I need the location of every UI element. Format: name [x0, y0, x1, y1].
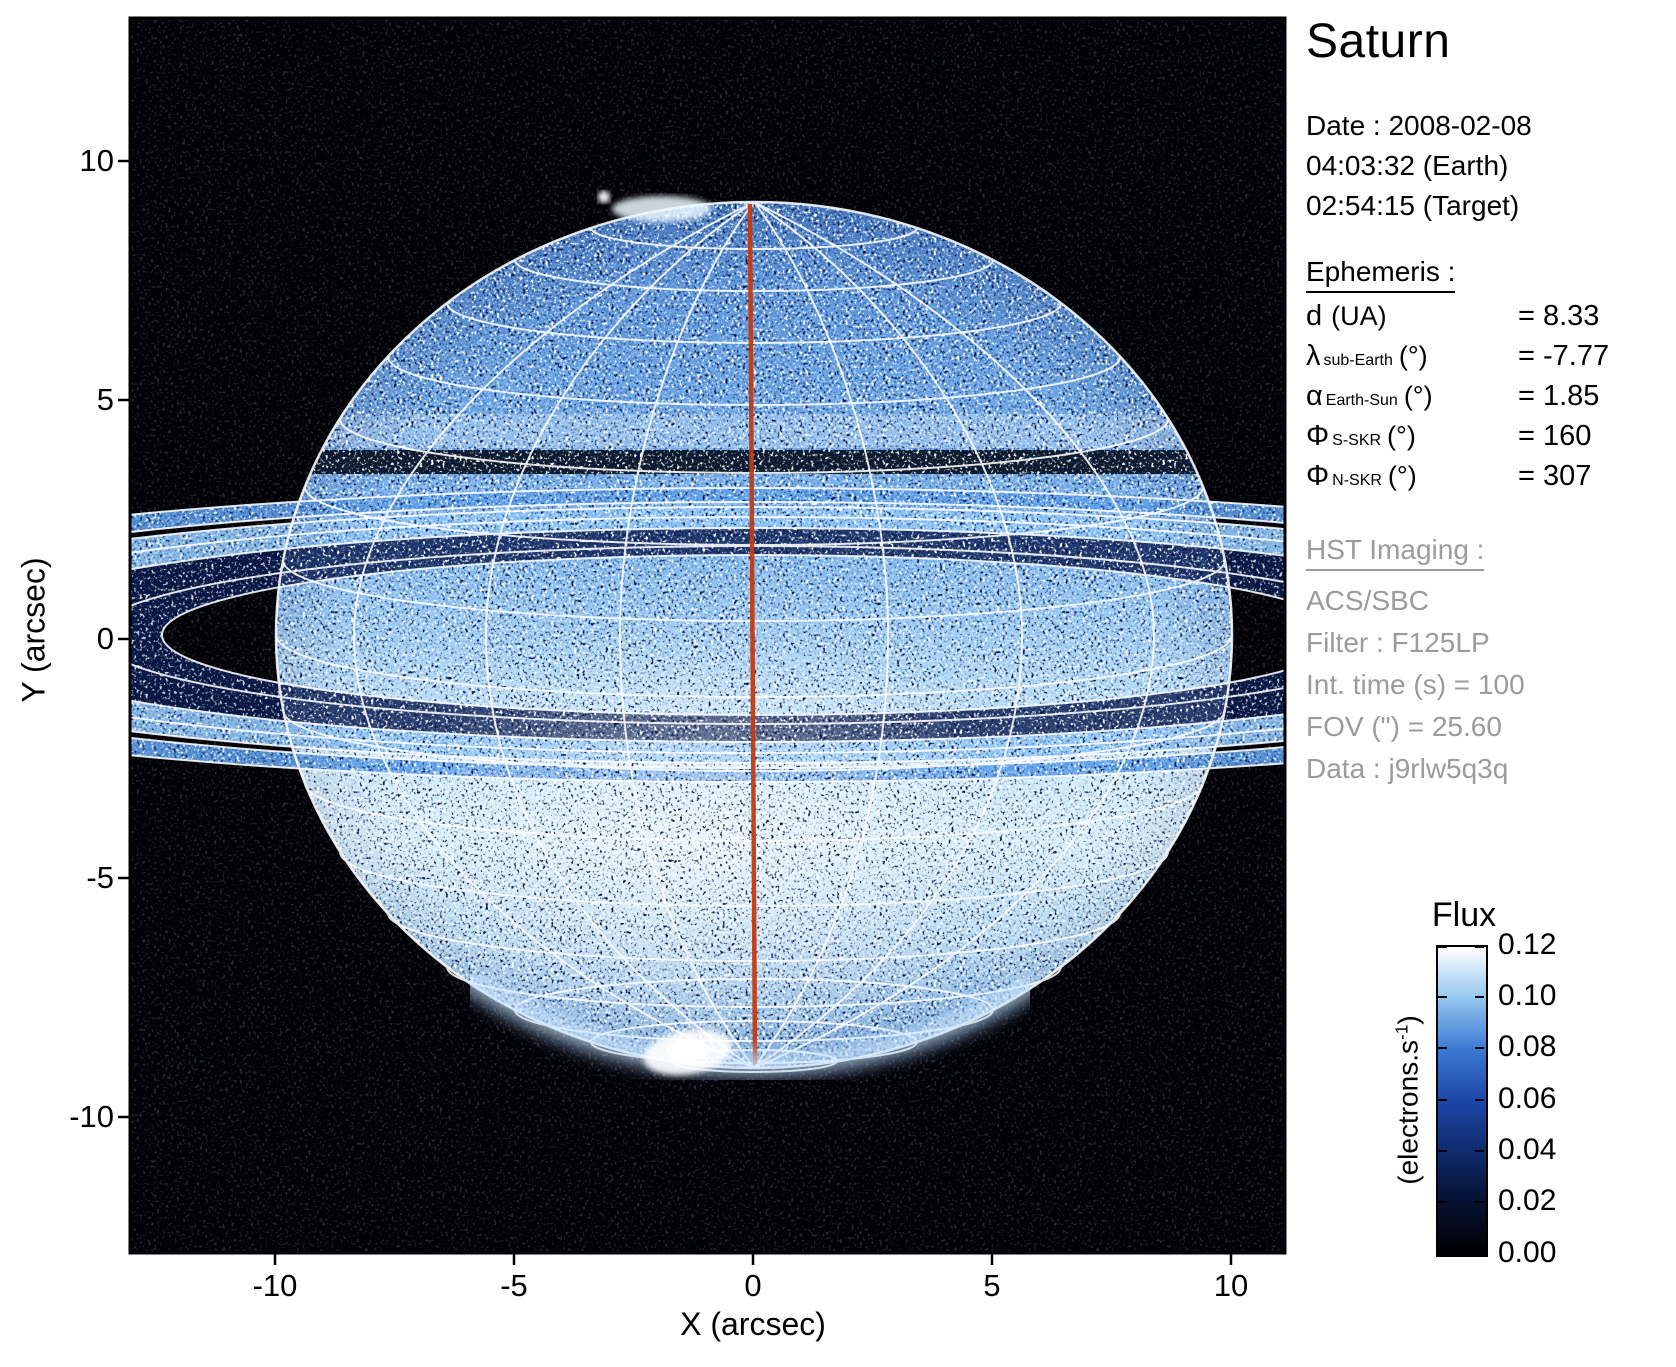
colorbar-tick	[1438, 1150, 1447, 1152]
ring-a-band	[130, 488, 1285, 782]
ephemeris-row-distance: d (UA) = 8.33	[1306, 300, 1609, 340]
value: = 307	[1518, 460, 1592, 492]
north-aurora-patch	[612, 196, 712, 222]
colorbar-tick	[1475, 1047, 1484, 1049]
colorbar-tick	[1475, 1150, 1484, 1152]
unit: (°)	[1387, 421, 1416, 451]
value: = -7.77	[1518, 340, 1610, 372]
colorbar-tick	[1438, 1201, 1447, 1203]
colorbar-tick	[1475, 1099, 1484, 1101]
colorbar-tick-label: 0.00	[1498, 1236, 1557, 1269]
aurora-features	[470, 191, 1030, 1080]
y-axis-ticks	[118, 159, 130, 1119]
earth-time-line: 04:03:32 (Earth)	[1306, 150, 1509, 181]
ephemeris-heading: Ephemeris :	[1306, 256, 1456, 293]
colorbar-tick-label: 0.06	[1498, 1082, 1557, 1115]
colorbar-tick-label: 0.02	[1498, 1184, 1557, 1217]
colorbar-title: Flux	[1431, 896, 1497, 934]
hst-imaging-heading: HST Imaging :	[1306, 534, 1485, 571]
symbol-subscript: S-SKR	[1332, 432, 1382, 449]
colorbar-tick	[1475, 1201, 1484, 1203]
data-id: Data : j9rlw5q3q	[1306, 753, 1509, 784]
unit: (°)	[1398, 341, 1428, 371]
ephemeris-table: d (UA) = 8.33 λ sub-Earth (°) = -7.77 α Eart…	[1306, 300, 1609, 500]
colorbar-tick-label: 0.10	[1498, 979, 1557, 1012]
symbol: d	[1306, 300, 1323, 332]
symbol: α	[1306, 380, 1323, 412]
colorbar-tick	[1438, 1099, 1447, 1101]
x-tick-label: -5	[500, 1268, 528, 1303]
symbol: Φ	[1306, 460, 1330, 492]
y-axis-label: Y (arcsec)	[15, 557, 52, 703]
x-axis-ticks	[273, 1253, 1233, 1265]
ephemeris-row-s-skr: Φ S-SKR (°) = 160	[1306, 420, 1609, 460]
colorbar-tick	[1438, 1047, 1447, 1049]
field-of-view: FOV (") = 25.60	[1306, 711, 1502, 742]
x-tick-label: -10	[252, 1268, 298, 1303]
x-axis-label: X (arcsec)	[680, 1306, 826, 1342]
plot-frame	[128, 16, 1287, 1255]
symbol: λ	[1306, 340, 1321, 372]
symbol: Φ	[1306, 420, 1330, 452]
value: = 1.85	[1518, 380, 1600, 412]
integration-time: Int. time (s) = 100	[1306, 669, 1525, 700]
observation-datetime: Date : 2008-02-08 04:03:32 (Earth) 02:54…	[1306, 106, 1532, 226]
value: = 160	[1518, 420, 1592, 452]
y-tick-label: 5	[96, 382, 114, 417]
colorbar-tick	[1475, 946, 1484, 948]
unit-suffix: )	[1392, 1015, 1424, 1025]
colorbar-tick-label: 0.08	[1498, 1030, 1557, 1063]
colorbar	[1436, 945, 1488, 1257]
south-bright-glow	[390, 610, 1010, 1090]
x-tick-label: 10	[1213, 1268, 1249, 1303]
x-tick-label: 0	[744, 1268, 762, 1303]
symbol-subscript: sub-Earth	[1323, 352, 1393, 369]
unit: (UA)	[1331, 301, 1387, 331]
north-aurora-spot	[598, 191, 610, 203]
y-tick-label: 0	[96, 621, 114, 656]
colorbar-tick	[1438, 996, 1447, 998]
y-tick-label: -5	[86, 860, 114, 895]
symbol-subscript: N-SKR	[1332, 472, 1382, 489]
unit-prefix: (electrons.s	[1392, 1040, 1424, 1185]
target-time-line: 02:54:15 (Target)	[1306, 190, 1520, 221]
x-tick-label: 5	[983, 1268, 1001, 1303]
hst-imaging-details: ACS/SBC Filter : F125LP Int. time (s) = …	[1306, 580, 1525, 790]
instrument: ACS/SBC	[1306, 585, 1429, 616]
colorbar-tick	[1475, 996, 1484, 998]
ephemeris-row-n-skr: Φ N-SKR (°) = 307	[1306, 460, 1609, 500]
page-title: Saturn	[1306, 15, 1451, 68]
colorbar-tick-label: 0.04	[1498, 1133, 1557, 1166]
date-line: Date : 2008-02-08	[1306, 110, 1532, 141]
filter: Filter : F125LP	[1306, 627, 1490, 658]
value: = 8.33	[1518, 300, 1600, 332]
symbol-subscript: Earth-Sun	[1325, 392, 1398, 409]
ephemeris-row-sub-earth-lat: λ sub-Earth (°) = -7.77	[1306, 340, 1609, 380]
ephemeris-row-phase-angle: α Earth-Sun (°) = 1.85	[1306, 380, 1609, 420]
colorbar-tick	[1438, 946, 1447, 948]
unit: (°)	[1387, 461, 1417, 491]
unit: (°)	[1403, 381, 1433, 411]
central-meridian-line	[747, 203, 758, 1065]
colorbar-unit-label: (electrons.s-1)	[1391, 1015, 1424, 1184]
colorbar-tick-label: 0.12	[1498, 928, 1557, 961]
y-tick-label: -10	[69, 1099, 114, 1134]
unit-exponent: -1	[1391, 1024, 1412, 1041]
y-tick-label: 10	[79, 143, 114, 178]
